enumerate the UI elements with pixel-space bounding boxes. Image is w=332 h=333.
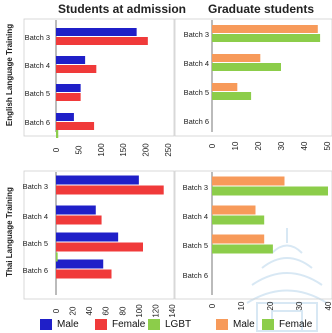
bar-lgbt-batch-5 bbox=[56, 252, 58, 262]
legend-item-female: Female bbox=[262, 318, 312, 330]
x-tick-label: 140 bbox=[168, 304, 177, 318]
x-tick-label: 0 bbox=[208, 303, 217, 308]
row-label-english: English Language Training bbox=[5, 24, 14, 126]
bar-female-batch-3 bbox=[212, 186, 328, 196]
bar-male-batch-5 bbox=[212, 234, 265, 244]
bar-female-batch-5 bbox=[56, 242, 143, 252]
x-tick-label: 120 bbox=[151, 304, 160, 318]
legend-label: Male bbox=[57, 318, 79, 330]
x-tick-label: 10 bbox=[237, 301, 246, 310]
legend-label: Male bbox=[233, 318, 255, 330]
category-label: Batch 3 bbox=[184, 30, 209, 39]
bar-male-batch-5 bbox=[56, 84, 81, 92]
x-tick-label: 250 bbox=[164, 143, 173, 157]
x-tick-label: 80 bbox=[118, 306, 127, 315]
x-tick-label: 100 bbox=[135, 304, 144, 318]
x-tick-label: 40 bbox=[85, 306, 94, 315]
chart-legend: Male Female LGBT Male Female bbox=[0, 316, 332, 332]
x-tick-label: 0 bbox=[52, 147, 61, 152]
x-tick-label: 20 bbox=[69, 306, 78, 315]
bar-female-batch-3 bbox=[212, 34, 321, 42]
category-label: Batch 4 bbox=[183, 212, 208, 221]
bar-male-batch-4 bbox=[212, 54, 261, 62]
category-label: Batch 5 bbox=[183, 241, 208, 250]
category-label: Batch 6 bbox=[23, 266, 48, 275]
bar-female-batch-6 bbox=[56, 122, 95, 130]
x-tick-label: 50 bbox=[74, 145, 83, 154]
bar-male-batch-4 bbox=[56, 205, 96, 215]
category-label: Batch 4 bbox=[184, 59, 209, 68]
category-label: Batch 3 bbox=[25, 33, 50, 42]
x-tick-label: 100 bbox=[97, 143, 106, 157]
column-title-admission: Students at admission bbox=[58, 2, 186, 16]
panel-frame-0 bbox=[23, 18, 175, 137]
legend-item-male: Male bbox=[40, 318, 79, 330]
legend-swatch bbox=[40, 318, 52, 330]
category-label: Batch 6 bbox=[25, 118, 50, 127]
x-tick-label: 40 bbox=[300, 141, 309, 150]
x-tick-label: 60 bbox=[102, 306, 111, 315]
legend-swatch bbox=[148, 318, 160, 330]
bar-male-batch-3 bbox=[212, 176, 285, 186]
bar-female-batch-4 bbox=[212, 215, 265, 225]
temple-watermark-image bbox=[246, 228, 328, 332]
bar-male-batch-4 bbox=[56, 56, 86, 64]
column-title-graduate: Graduate students bbox=[208, 2, 314, 16]
category-label: Batch 4 bbox=[23, 212, 48, 221]
bar-female-batch-4 bbox=[56, 65, 97, 73]
bar-male-batch-5 bbox=[212, 83, 238, 91]
legend-item-male: Male bbox=[216, 318, 255, 330]
x-tick-label: 10 bbox=[231, 141, 240, 150]
bar-male-batch-3 bbox=[212, 25, 318, 33]
legend-item-lgbt: LGBT bbox=[148, 318, 191, 330]
legend-label: Female bbox=[112, 318, 146, 330]
bar-female-batch-4 bbox=[56, 215, 102, 225]
category-label: Batch 3 bbox=[23, 182, 48, 191]
legend-item-female: Female bbox=[95, 318, 145, 330]
bar-female-batch-3 bbox=[56, 185, 164, 195]
x-tick-label: 0 bbox=[52, 308, 61, 313]
legend-label: Female bbox=[279, 318, 313, 330]
legend-swatch bbox=[216, 318, 228, 330]
x-tick-label: 150 bbox=[119, 143, 128, 157]
legend-label: LGBT bbox=[165, 318, 192, 330]
x-tick-label: 0 bbox=[208, 143, 217, 148]
bar-male-batch-5 bbox=[56, 232, 119, 242]
panel-frame-2 bbox=[23, 170, 175, 300]
bar-male-batch-4 bbox=[212, 205, 256, 215]
category-label: Batch 6 bbox=[183, 271, 208, 280]
bar-female-batch-4 bbox=[212, 63, 281, 71]
bar-female-batch-5 bbox=[212, 244, 273, 254]
row-label-thai: Thai Language Training bbox=[5, 187, 14, 277]
category-label: Batch 5 bbox=[23, 239, 48, 248]
x-tick-label: 200 bbox=[142, 143, 151, 157]
panel-frame-3 bbox=[174, 170, 332, 300]
category-label: Batch 4 bbox=[25, 61, 50, 70]
category-label: Batch 5 bbox=[25, 89, 50, 98]
bar-female-batch-5 bbox=[212, 92, 252, 100]
x-tick-label: 30 bbox=[295, 301, 304, 310]
legend-swatch bbox=[262, 318, 274, 330]
x-tick-label: 20 bbox=[266, 301, 275, 310]
bar-female-batch-6 bbox=[56, 269, 112, 279]
category-label: Batch 5 bbox=[184, 88, 209, 97]
bar-male-batch-6 bbox=[56, 259, 104, 269]
bar-female-batch-5 bbox=[56, 93, 81, 101]
bar-lgbt-batch-6 bbox=[56, 130, 59, 138]
x-tick-label: 50 bbox=[323, 141, 332, 150]
x-tick-label: 40 bbox=[324, 301, 332, 310]
x-tick-label: 30 bbox=[277, 141, 286, 150]
bar-male-batch-6 bbox=[56, 113, 74, 121]
bar-male-batch-3 bbox=[56, 175, 139, 185]
legend-swatch bbox=[95, 318, 107, 330]
category-label: Batch 6 bbox=[184, 117, 209, 126]
x-tick-label: 20 bbox=[254, 141, 263, 150]
bar-male-batch-3 bbox=[56, 28, 137, 36]
category-label: Batch 3 bbox=[183, 183, 208, 192]
panel-frame-1 bbox=[174, 18, 332, 137]
bar-female-batch-3 bbox=[56, 37, 148, 45]
